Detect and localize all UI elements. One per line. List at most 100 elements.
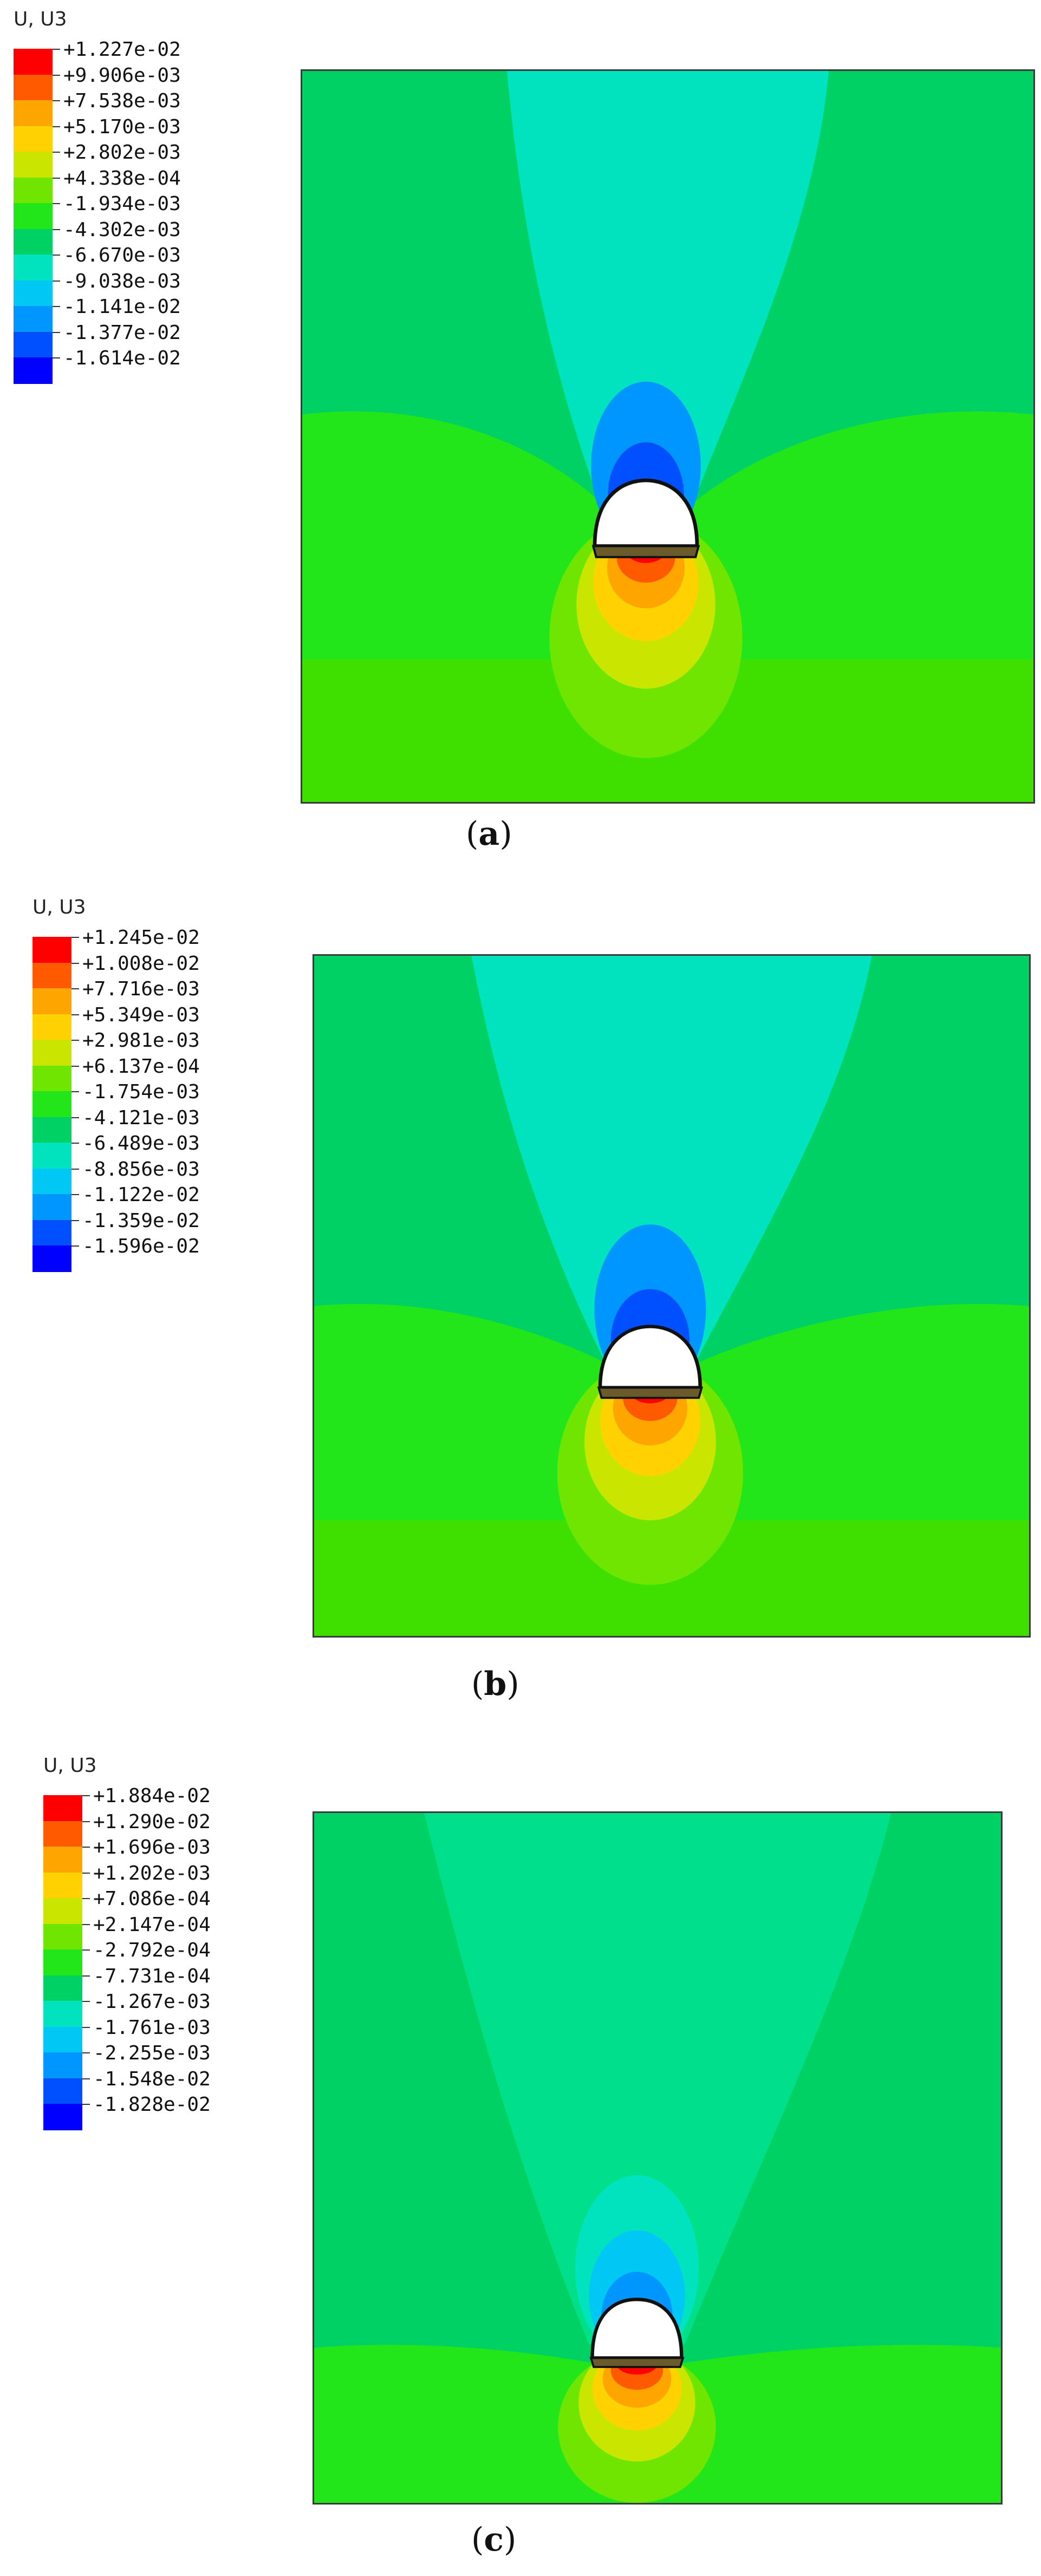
legend-label: +2.147e-04: [93, 1913, 211, 1936]
legend-swatch: [14, 255, 53, 281]
legend-label: +1.245e-02: [82, 927, 200, 949]
legend-label: -1.828e-02: [93, 2094, 211, 2116]
legend-swatch: [43, 1872, 82, 1899]
contour-plot-a: [301, 69, 1035, 804]
legend-label: -1.934e-03: [63, 193, 181, 215]
legend-swatch: [43, 1821, 82, 1847]
legend-label: -1.141e-02: [63, 296, 181, 318]
legend-swatch: [43, 2078, 82, 2104]
legend-label: -1.761e-03: [93, 2016, 211, 2039]
legend-swatch: [14, 306, 53, 332]
legend-tick: [53, 49, 60, 50]
legend-label: -2.255e-03: [93, 2042, 211, 2064]
legend-tick: [71, 1040, 79, 1041]
legend-swatch: [32, 1014, 71, 1040]
legend-label: +6.137e-04: [82, 1055, 200, 1078]
legend-tick: [71, 1117, 79, 1118]
legend-swatch: [14, 203, 53, 230]
legend-swatch: [32, 962, 71, 989]
legend-swatch: [14, 331, 53, 358]
legend-swatch: [32, 1040, 71, 1066]
legend-label: +5.349e-03: [82, 1003, 200, 1026]
legend-tick: [71, 1065, 79, 1067]
legend-swatch: [43, 2104, 82, 2130]
legend-c: U, U3 +1.884e-02 +1.290e-02 +1.696e-03 +1.2…: [41, 1755, 301, 2130]
legend-swatch: [32, 1091, 71, 1118]
legend-swatch: [32, 1117, 71, 1143]
legend-tick: [53, 177, 60, 179]
contour-plot-c: [313, 1811, 1003, 2505]
legend-title: U, U3: [43, 1755, 97, 1777]
legend-tick: [82, 1898, 90, 1899]
legend-label: -1.267e-03: [93, 1991, 211, 2013]
legend-tick: [53, 357, 60, 358]
legend-tick: [53, 280, 60, 282]
legend-swatch: [32, 988, 71, 1015]
caption-a: (a): [466, 815, 512, 853]
legend-label: +7.086e-04: [93, 1888, 211, 1910]
legend-tick: [53, 306, 60, 307]
legend-tick: [71, 937, 79, 938]
legend-tick: [53, 126, 60, 127]
legend-swatch: [32, 1065, 71, 1092]
legend-tick: [82, 2104, 90, 2105]
legend-label: -1.548e-02: [93, 2068, 211, 2090]
legend-label: -1.377e-02: [63, 321, 181, 344]
legend-tick: [71, 1014, 79, 1015]
legend-label: +4.338e-04: [63, 167, 181, 190]
legend-tick: [71, 988, 79, 989]
legend-tick: [82, 1923, 90, 1925]
legend-tick: [71, 1091, 79, 1092]
legend-label: +1.884e-02: [93, 1785, 211, 1807]
legend-tick: [82, 1975, 90, 1977]
legend-swatch: [43, 1949, 82, 1976]
caption-b: (b): [471, 1665, 519, 1703]
legend-swatch: [14, 126, 53, 152]
legend-label: -4.302e-03: [63, 218, 181, 241]
legend-swatch: [14, 74, 53, 101]
legend-tick: [82, 2026, 90, 2028]
legend-b: U, U3 +1.245e-02 +1.008e-02 +7.716e-03 +5.3…: [30, 896, 290, 1272]
legend-tick: [82, 2052, 90, 2053]
legend-title: U, U3: [14, 8, 67, 30]
legend-swatch: [43, 1923, 82, 1950]
legend-swatch: [14, 280, 53, 306]
legend-swatch: [32, 1168, 71, 1195]
legend-tick: [71, 1245, 79, 1247]
legend-label: -1.596e-02: [82, 1235, 200, 1257]
legend-label: -6.489e-03: [82, 1132, 200, 1155]
legend-label: -4.121e-03: [82, 1106, 200, 1129]
legend-label: -1.122e-02: [82, 1184, 200, 1206]
legend-swatch: [43, 2001, 82, 2027]
legend-tick: [53, 255, 60, 256]
legend-tick: [82, 1872, 90, 1874]
legend-label: +1.008e-02: [82, 952, 200, 975]
legend-label: -9.038e-03: [63, 270, 181, 292]
caption-c: (c): [471, 2521, 517, 2559]
legend-label: -2.792e-04: [93, 1939, 211, 1961]
legend-label: +1.696e-03: [93, 1836, 211, 1858]
legend-swatch: [14, 49, 53, 75]
legend-swatch: [43, 1847, 82, 1873]
legend-swatch: [14, 357, 53, 384]
legend-tick: [53, 203, 60, 204]
legend-a: U, U3 +1.227e-02 +9.906e-03 +7.538e-03 +5.1…: [11, 8, 271, 384]
legend-swatch: [14, 229, 53, 255]
legend-swatch: [43, 2026, 82, 2053]
legend-label: -8.856e-03: [82, 1158, 200, 1181]
legend-label: +7.538e-03: [63, 90, 181, 112]
legend-tick: [82, 2078, 90, 2079]
contour-field-a: [302, 71, 1033, 802]
legend-label: -1.754e-03: [82, 1081, 200, 1103]
legend-label: -1.359e-02: [82, 1209, 200, 1232]
legend-tick: [71, 1219, 79, 1221]
legend-tick: [82, 1949, 90, 1951]
legend-label: +5.170e-03: [63, 115, 181, 138]
legend-label: +1.202e-03: [93, 1862, 211, 1884]
legend-label: -1.614e-02: [63, 347, 181, 369]
contour-field-c: [314, 1813, 1001, 2503]
legend-swatch: [43, 1898, 82, 1925]
legend-tick: [53, 331, 60, 333]
legend-label: +1.227e-02: [63, 38, 181, 61]
legend-swatch: [32, 1143, 71, 1169]
